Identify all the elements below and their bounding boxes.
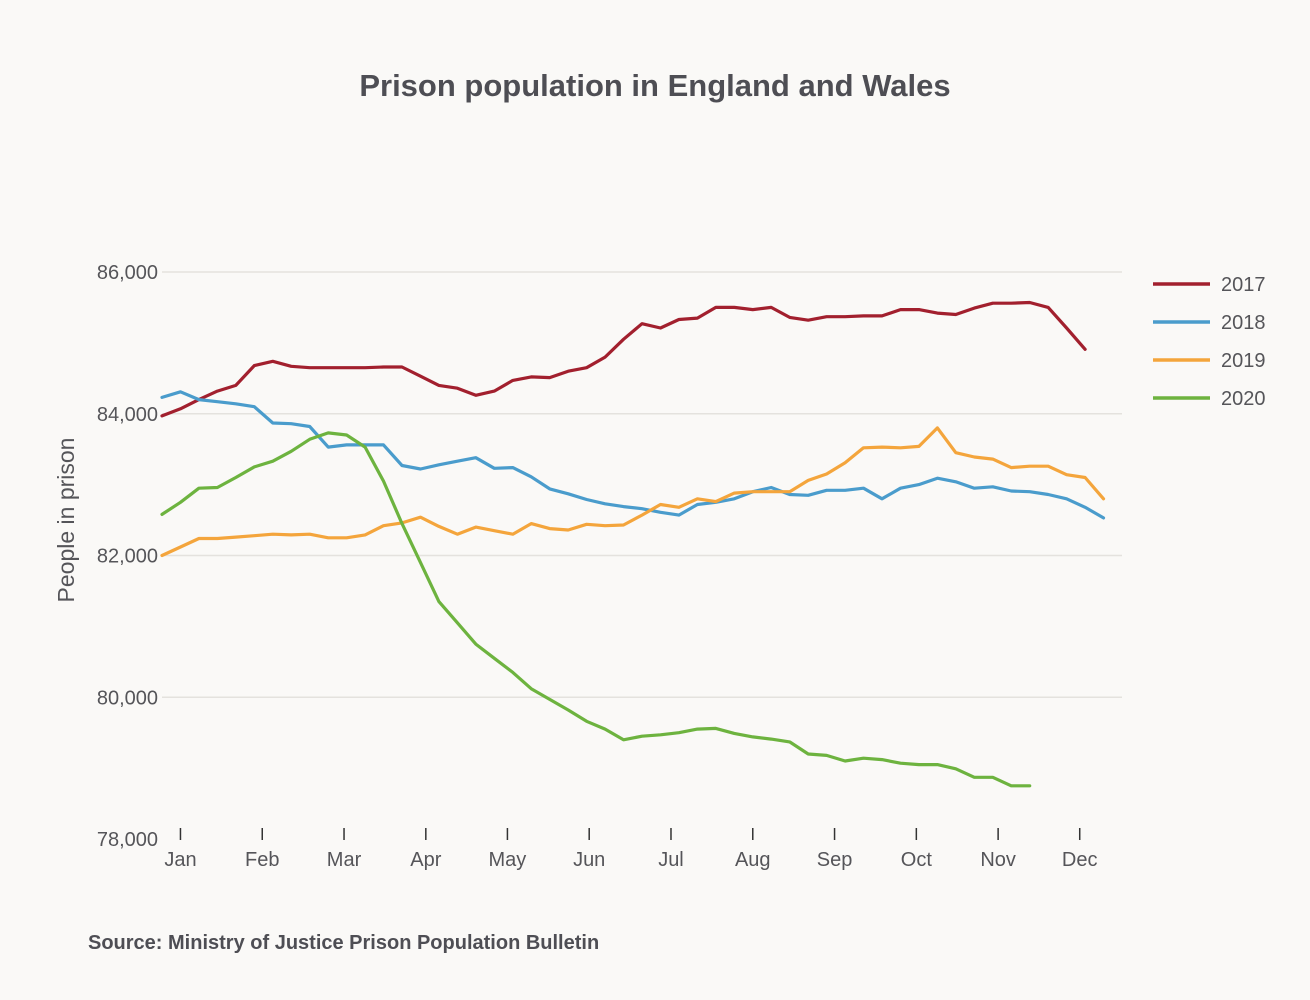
- legend-label-2019: 2019: [1221, 350, 1266, 372]
- series-line-2019: [160, 426, 1106, 558]
- x-tick-label: Nov: [980, 849, 1016, 871]
- legend: 2017 2018 2019 2020: [1153, 274, 1266, 410]
- x-tick-label: Feb: [245, 849, 279, 871]
- legend-label-2017: 2017: [1221, 274, 1266, 296]
- chart-title: Prison population in England and Wales: [359, 68, 951, 103]
- legend-label-2020: 2020: [1221, 388, 1266, 410]
- x-tick-label: Sep: [817, 849, 853, 871]
- legend-label-2018: 2018: [1221, 312, 1266, 334]
- x-tick-label: Aug: [735, 849, 771, 871]
- x-tick-label: Dec: [1062, 849, 1098, 871]
- gridlines: [162, 271, 1122, 698]
- x-tick-label: Mar: [327, 849, 362, 871]
- x-tick-label: May: [489, 849, 527, 871]
- x-tick-label: Oct: [901, 849, 933, 871]
- x-tick-label: Apr: [410, 849, 441, 871]
- x-axis-ticks: Jan Feb Mar Apr May Jun Jul Aug Sep Oct Nov Dec: [164, 828, 1098, 871]
- y-tick-label: 78,000: [97, 829, 158, 851]
- series-lines: [160, 300, 1106, 788]
- series-line-2017: [160, 300, 1087, 418]
- y-axis-ticks: 78,000 80,000 82,000 84,000 86,000: [97, 262, 158, 851]
- x-tick-label: Jan: [164, 849, 196, 871]
- source-note: Source: Ministry of Justice Prison Popul…: [88, 932, 600, 954]
- x-tick-label: Jun: [573, 849, 605, 871]
- series-line-2020: [160, 431, 1032, 788]
- y-tick-label: 82,000: [97, 546, 158, 568]
- y-tick-label: 84,000: [97, 404, 158, 426]
- y-axis-title: People in prison: [53, 438, 79, 603]
- y-tick-label: 86,000: [97, 262, 158, 284]
- x-tick-label: Jul: [658, 849, 684, 871]
- y-tick-label: 80,000: [97, 687, 158, 709]
